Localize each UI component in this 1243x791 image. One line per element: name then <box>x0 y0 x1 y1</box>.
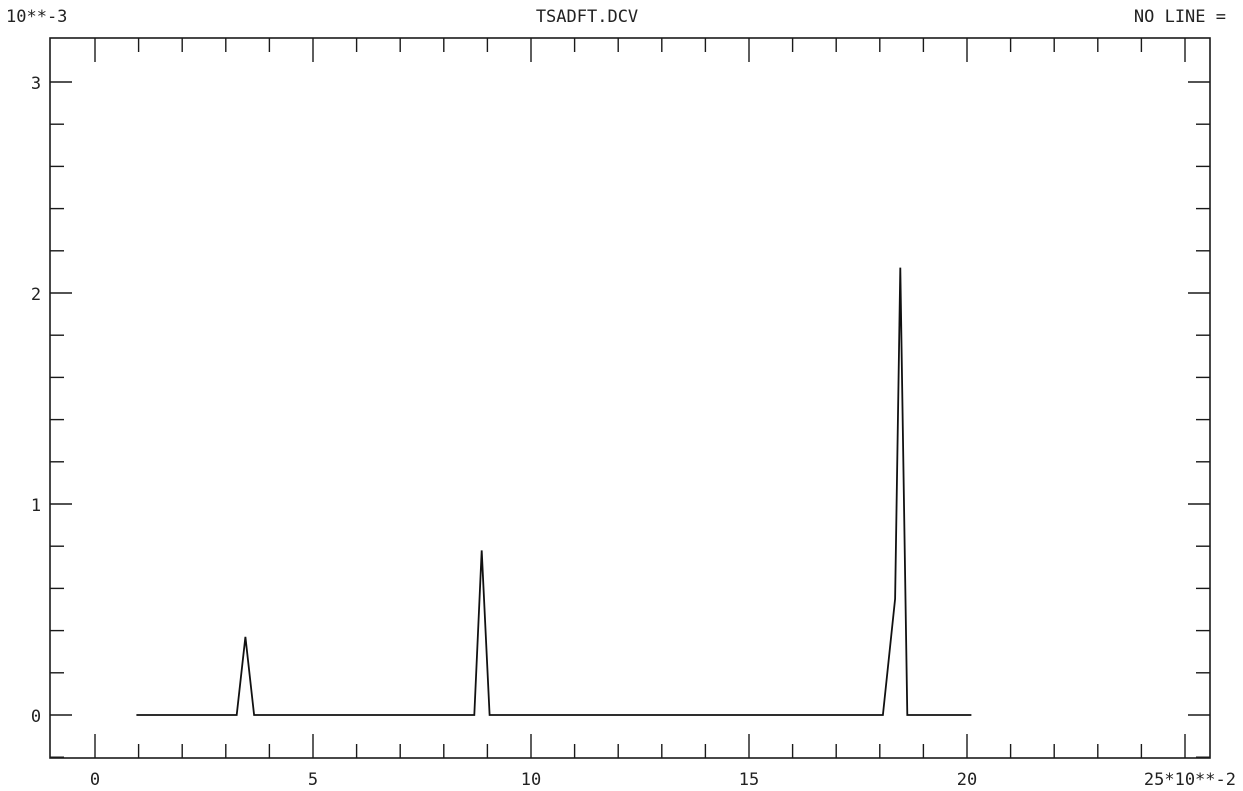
y-tick-label: 0 <box>31 707 41 727</box>
x-tick-label: 20 <box>957 770 977 790</box>
x-tick-label: 5 <box>308 770 318 790</box>
axis-tick-labels: 0 5 10 15 20 25*10**-2 0 1 2 3 <box>31 74 1236 790</box>
header-no-line-label: NO LINE = <box>1134 7 1226 27</box>
series-line <box>136 267 972 716</box>
chart-title: TSADFT.DCV <box>536 7 638 27</box>
x-tick-label: 25*10**-2 <box>1144 770 1236 790</box>
y-tick-label: 1 <box>31 496 41 516</box>
plot-frame <box>49 37 1211 759</box>
y-tick-label: 2 <box>31 285 41 305</box>
y-tick-label: 3 <box>31 74 41 94</box>
axis-ticks <box>50 38 1210 758</box>
x-tick-label: 10 <box>521 770 541 790</box>
plot-series <box>136 267 972 716</box>
x-tick-label: 0 <box>90 770 100 790</box>
header-exponent-label: 10**-3 <box>6 7 67 27</box>
x-tick-label: 15 <box>739 770 759 790</box>
